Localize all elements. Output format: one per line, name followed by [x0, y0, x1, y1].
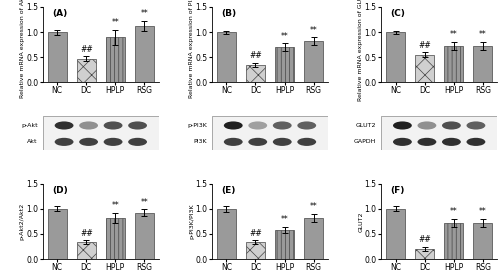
Ellipse shape [54, 138, 74, 146]
Bar [304, 41, 323, 82]
Text: (F): (F) [390, 186, 404, 195]
Bar [135, 213, 154, 259]
Text: p-Akt: p-Akt [21, 123, 38, 128]
Text: ##: ## [418, 41, 431, 50]
Ellipse shape [248, 122, 267, 130]
Ellipse shape [273, 138, 291, 146]
Text: **: ** [140, 198, 148, 207]
Text: (D): (D) [52, 186, 68, 195]
Bar [77, 242, 96, 259]
Bar [106, 37, 125, 82]
Bar [246, 65, 265, 82]
Ellipse shape [54, 122, 74, 130]
Text: **: ** [450, 207, 458, 216]
Bar [444, 223, 463, 259]
Ellipse shape [466, 122, 485, 130]
Bar [474, 46, 492, 82]
Y-axis label: p-PI3K/PI3K: p-PI3K/PI3K [189, 204, 194, 239]
Ellipse shape [393, 138, 412, 146]
Bar [304, 218, 323, 259]
Text: PI3K: PI3K [194, 139, 207, 144]
Bar [48, 32, 66, 82]
Text: ##: ## [80, 45, 92, 53]
Text: **: ** [479, 30, 486, 39]
Text: ##: ## [249, 51, 262, 60]
Ellipse shape [224, 122, 242, 130]
Text: ##: ## [249, 229, 262, 238]
Bar [135, 25, 154, 82]
Y-axis label: Relative mRNA expression of PI3K: Relative mRNA expression of PI3K [189, 0, 194, 98]
Ellipse shape [128, 122, 147, 130]
Ellipse shape [104, 122, 122, 130]
Y-axis label: GLUT2: GLUT2 [358, 211, 363, 232]
Ellipse shape [418, 138, 436, 146]
Y-axis label: Relative mRNA expression of Akt2: Relative mRNA expression of Akt2 [20, 0, 25, 98]
Ellipse shape [224, 138, 242, 146]
Bar [77, 59, 96, 82]
Bar [275, 230, 294, 259]
Text: p-PI3K: p-PI3K [187, 123, 207, 128]
Text: **: ** [112, 201, 119, 211]
Text: **: ** [140, 9, 148, 18]
Text: GLUT2: GLUT2 [356, 123, 376, 128]
Bar [386, 209, 405, 259]
Text: ##: ## [418, 235, 431, 244]
Ellipse shape [79, 138, 98, 146]
Bar [444, 46, 463, 82]
Ellipse shape [466, 138, 485, 146]
Text: (B): (B) [221, 9, 236, 18]
Text: **: ** [310, 25, 318, 34]
Ellipse shape [128, 138, 147, 146]
Bar [217, 32, 236, 82]
Text: **: ** [450, 30, 458, 39]
Bar [415, 249, 434, 259]
Y-axis label: Relative mRNA expression of GLUT2: Relative mRNA expression of GLUT2 [358, 0, 363, 101]
Text: (C): (C) [390, 9, 405, 18]
Text: GAPDH: GAPDH [354, 139, 376, 144]
Ellipse shape [442, 122, 461, 130]
Ellipse shape [418, 122, 436, 130]
Bar [106, 218, 125, 259]
Bar [415, 55, 434, 82]
Ellipse shape [79, 122, 98, 130]
Ellipse shape [393, 122, 412, 130]
Text: **: ** [280, 32, 288, 41]
Ellipse shape [104, 138, 122, 146]
Text: Akt: Akt [28, 139, 38, 144]
Text: ##: ## [80, 229, 92, 238]
Ellipse shape [298, 138, 316, 146]
Bar [217, 209, 236, 259]
Text: (A): (A) [52, 9, 67, 18]
Ellipse shape [273, 122, 291, 130]
Bar [474, 223, 492, 259]
Text: **: ** [310, 202, 318, 211]
Ellipse shape [248, 138, 267, 146]
Text: **: ** [479, 207, 486, 216]
Y-axis label: p-Akt2/Akt2: p-Akt2/Akt2 [20, 203, 25, 240]
Bar [48, 209, 66, 259]
Text: **: ** [112, 18, 119, 27]
Ellipse shape [442, 138, 461, 146]
Text: **: ** [280, 215, 288, 225]
Text: (E): (E) [221, 186, 236, 195]
Bar [275, 47, 294, 82]
Bar [246, 242, 265, 259]
Bar [386, 32, 405, 82]
Ellipse shape [298, 122, 316, 130]
